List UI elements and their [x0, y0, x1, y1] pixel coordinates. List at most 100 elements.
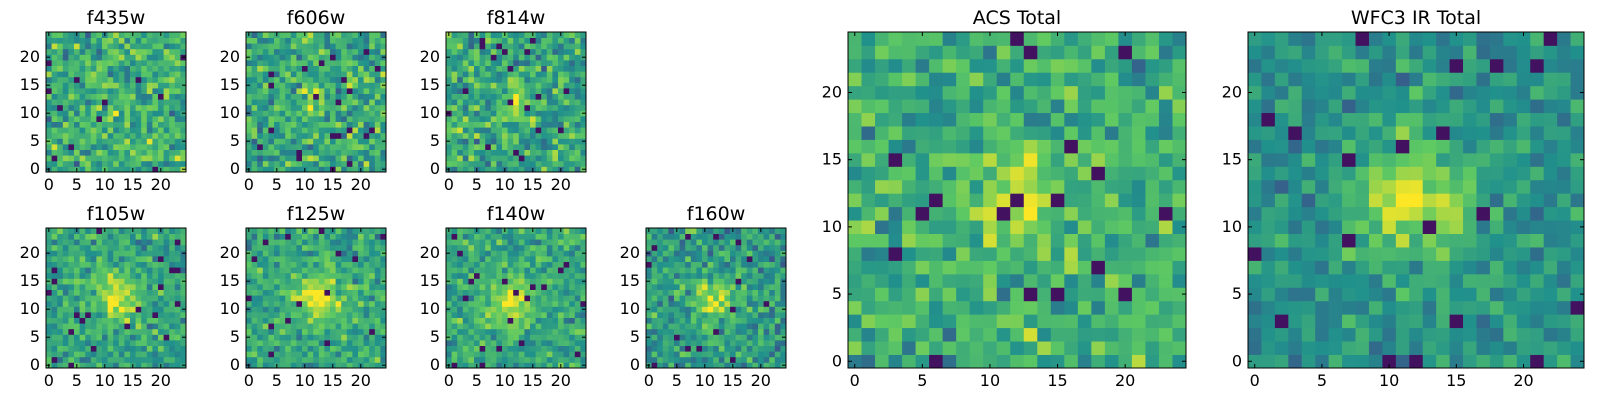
- heatmap-cell: [62, 323, 69, 330]
- heatmap-cell: [374, 155, 381, 162]
- heatmap-cell: [246, 267, 252, 274]
- heatmap-cell: [861, 220, 876, 234]
- heatmap-cell: [769, 256, 776, 262]
- heatmap-cell: [74, 99, 80, 106]
- heatmap-cell: [707, 356, 714, 363]
- heatmap-cell: [741, 312, 748, 318]
- heatmap-cell: [848, 341, 862, 355]
- heatmap-cell: [96, 267, 103, 274]
- heatmap-cell: [507, 289, 514, 296]
- heatmap-cell: [513, 104, 520, 111]
- heatmap-cell: [257, 37, 264, 44]
- heatmap-cell: [57, 65, 64, 72]
- heatmap-cell: [257, 88, 264, 94]
- heatmap-cell: [541, 306, 548, 313]
- x-tick-label: 15: [523, 371, 543, 390]
- heatmap-cell: [107, 345, 114, 352]
- heatmap-cell: [474, 306, 480, 313]
- heatmap-cell: [474, 48, 480, 55]
- heatmap-cell: [358, 127, 364, 134]
- heatmap-cell: [502, 272, 508, 279]
- heatmap-cell: [668, 300, 675, 307]
- heatmap-cell: [74, 116, 80, 122]
- heatmap-cell: [657, 351, 664, 358]
- heatmap-cell: [685, 306, 692, 313]
- heatmap-cell: [679, 345, 686, 352]
- heatmap-cell: [685, 323, 692, 330]
- heatmap-cell: [524, 166, 531, 173]
- heatmap-cell: [468, 233, 475, 240]
- heatmap-cell: [268, 289, 275, 296]
- heatmap-cell: [118, 144, 125, 150]
- heatmap-cell: [774, 351, 781, 358]
- heatmap-cell: [96, 54, 103, 61]
- heatmap-cell: [580, 351, 587, 358]
- heatmap-cell: [369, 317, 376, 324]
- heatmap-cell: [707, 272, 714, 279]
- heatmap-cell: [507, 99, 514, 106]
- heatmap-cell: [915, 314, 930, 329]
- heatmap-cell: [915, 166, 930, 181]
- heatmap-cell: [462, 300, 469, 307]
- heatmap-cell: [524, 340, 531, 346]
- heatmap-cell: [335, 256, 342, 262]
- heatmap-cell: [524, 317, 531, 324]
- heatmap-cell: [352, 340, 359, 346]
- heatmap-cell: [174, 132, 181, 139]
- heatmap-cell: [707, 334, 714, 341]
- heatmap-cell: [152, 99, 159, 106]
- heatmap-cell: [646, 356, 652, 363]
- heatmap-cell: [102, 48, 108, 55]
- heatmap-cell: [158, 306, 164, 313]
- heatmap-cell: [569, 233, 576, 240]
- heatmap-cell: [102, 104, 108, 111]
- heatmap-cell: [574, 356, 581, 363]
- heatmap-cell: [135, 71, 142, 78]
- heatmap-cell: [68, 323, 75, 330]
- heatmap-cell: [1172, 179, 1187, 194]
- heatmap-cell: [942, 260, 957, 275]
- heatmap-cell: [902, 166, 916, 181]
- heatmap-cell: [490, 166, 497, 173]
- heatmap-cell: [451, 149, 458, 156]
- heatmap-cell: [313, 37, 320, 44]
- heatmap-cell: [57, 155, 64, 162]
- heatmap-cell: [769, 289, 776, 296]
- heatmap-cell: [285, 138, 292, 145]
- heatmap-cell: [313, 244, 320, 251]
- heatmap-cell: [679, 328, 686, 335]
- heatmap-cell: [90, 76, 97, 83]
- heatmap-cell: [163, 155, 170, 162]
- heatmap-cell: [369, 334, 376, 341]
- heatmap-cell: [696, 351, 703, 358]
- heatmap-cell: [915, 233, 930, 248]
- heatmap-cell: [251, 65, 258, 72]
- heatmap-cell: [296, 323, 303, 330]
- heatmap-cell: [324, 43, 331, 50]
- heatmap-cell: [180, 244, 187, 251]
- x-tick-label: 15: [323, 371, 343, 390]
- heatmap-cell: [130, 160, 136, 167]
- heatmap-cell: [848, 287, 862, 302]
- heatmap-cell: [552, 82, 559, 89]
- heatmap-cell: [369, 88, 376, 94]
- heatmap-cell: [490, 155, 497, 162]
- heatmap-cell: [174, 65, 181, 72]
- heatmap-cell: [268, 323, 275, 330]
- heatmap-cell: [251, 267, 258, 274]
- heatmap-cell: [502, 155, 508, 162]
- heatmap-cell: [163, 312, 170, 318]
- heatmap-cell: [1104, 260, 1119, 275]
- heatmap-cell: [335, 334, 342, 341]
- heatmap-cell: [580, 295, 587, 302]
- heatmap-cell: [956, 152, 971, 167]
- heatmap-cell: [530, 71, 536, 78]
- heatmap-cell: [558, 60, 564, 66]
- heatmap-cell: [313, 267, 320, 274]
- heatmap-cell: [96, 155, 103, 162]
- heatmap-cell: [679, 244, 686, 251]
- heatmap-cell: [257, 65, 264, 72]
- heatmap-cell: [290, 149, 297, 156]
- heatmap-cell: [451, 32, 458, 38]
- heatmap-cell: [251, 306, 258, 313]
